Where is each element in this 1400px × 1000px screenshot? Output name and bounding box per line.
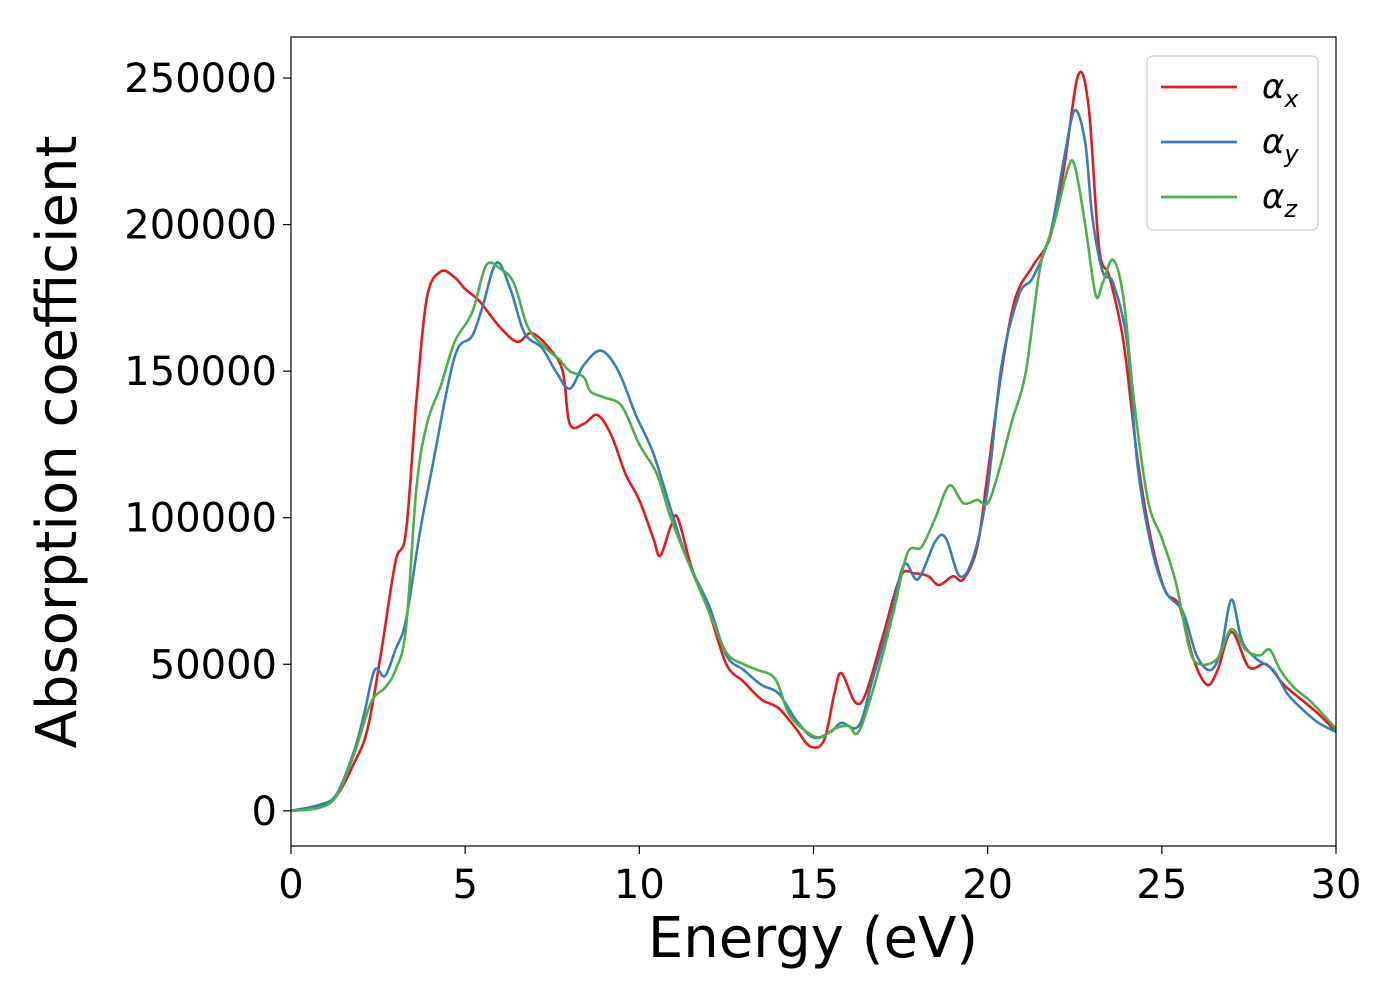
series-lines (291, 70, 1336, 813)
x-tick-label: 20 (962, 862, 1013, 908)
x-tick-label: 10 (614, 862, 665, 908)
y-tick-label: 200000 (124, 203, 277, 249)
x-tick-label: 5 (452, 862, 477, 908)
legend: αx αy αz (1146, 55, 1319, 231)
y-axis-ticks: 0 50000 100000 150000 200000 250000 (124, 56, 291, 835)
x-tick-label: 0 (278, 862, 303, 908)
y-axis-label: Absorption coefficient (25, 136, 90, 749)
y-tick-label: 150000 (124, 349, 277, 395)
legend-label-z: αz (1262, 177, 1298, 223)
legend-label-y: αy (1262, 122, 1299, 168)
y-tick-label: 0 (252, 789, 277, 835)
y-tick-label: 250000 (124, 56, 277, 102)
y-tick-label: 100000 (124, 496, 277, 542)
x-axis-ticks: 0 5 10 15 20 25 30 (278, 846, 1361, 908)
x-tick-label: 25 (1136, 862, 1187, 908)
y-tick-label: 50000 (150, 642, 277, 688)
x-tick-label: 30 (1311, 862, 1362, 908)
series-line-z (291, 158, 1336, 813)
x-tick-label: 15 (788, 862, 839, 908)
x-axis-label: Energy (eV) (648, 906, 978, 971)
legend-label-x: αx (1262, 67, 1299, 113)
